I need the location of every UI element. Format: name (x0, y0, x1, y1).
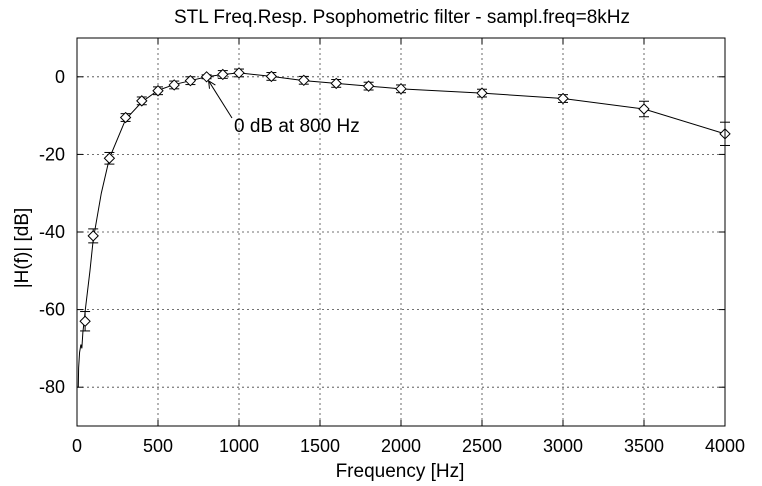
data-point-marker (557, 92, 569, 105)
chart-title: STL Freq.Resp. Psophometric filter - sam… (174, 7, 630, 28)
x-tick-label: 4000 (705, 436, 745, 456)
data-point-marker (184, 74, 197, 87)
data-point-marker (136, 95, 148, 107)
x-tick-label: 1000 (219, 436, 259, 456)
data-point-marker (298, 74, 310, 86)
data-point-marker (330, 77, 342, 90)
y-axis-label: |H(f)| [dB] (12, 208, 33, 289)
annotation-arrowhead (207, 79, 216, 89)
x-tick-label: 3000 (543, 436, 583, 456)
annotation-label: 0 dB at 800 Hz (234, 116, 360, 137)
data-point-marker (217, 68, 229, 81)
data-points (79, 67, 731, 332)
x-axis-label: Frequency [Hz] (336, 461, 465, 482)
grid (77, 38, 725, 426)
x-tick-label: 500 (143, 436, 173, 456)
x-tick-label: 1500 (300, 436, 340, 456)
data-point-marker (362, 80, 375, 92)
axis-ticks: 0 500 1000 1500 2000 2500 3000 3500 4000 -80 -60 -4… (39, 38, 745, 456)
y-tick-label: -20 (39, 144, 65, 164)
annotation-arrow (208, 80, 233, 119)
x-tick-label: 2500 (462, 436, 502, 456)
series-curve (77, 72, 726, 388)
data-point-marker (168, 79, 180, 91)
data-point-marker (233, 67, 245, 79)
series-line (77, 72, 726, 388)
annotation: 0 dB at 800 Hz (207, 79, 360, 137)
data-point-marker (395, 83, 407, 95)
data-point-marker (638, 103, 650, 115)
y-tick-label: 0 (55, 67, 65, 87)
data-point-marker (200, 71, 213, 83)
y-tick-label: -80 (39, 377, 65, 397)
data-point-marker (476, 87, 488, 99)
data-point-marker (265, 70, 278, 83)
x-tick-label: 3500 (624, 436, 664, 456)
x-tick-label: 0 (72, 436, 82, 456)
data-point-marker (87, 230, 99, 242)
y-tick-label: -60 (39, 300, 65, 320)
data-point-marker (152, 85, 164, 97)
data-point-marker (79, 315, 91, 327)
data-point-marker (119, 111, 132, 124)
data-point-marker (103, 152, 116, 164)
y-tick-label: -40 (39, 222, 65, 242)
x-tick-label: 2000 (381, 436, 421, 456)
